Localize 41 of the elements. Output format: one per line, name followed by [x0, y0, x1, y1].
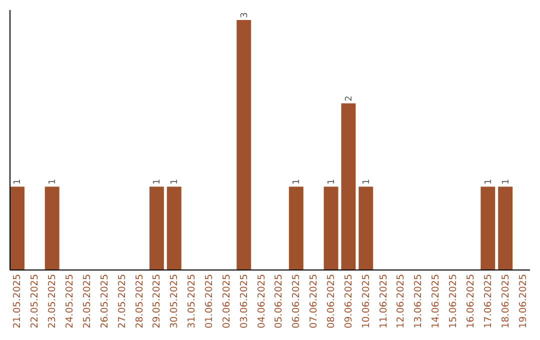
x-tick-label: 14.06.2025	[430, 274, 442, 328]
x-tick-label: 21.05.2025	[12, 274, 24, 328]
data-label: 1	[170, 178, 180, 185]
x-tick-label: 18.06.2025	[500, 274, 512, 328]
x-tick-label: 01.06.2025	[204, 274, 215, 328]
data-label: 1	[501, 178, 512, 185]
data-label: 1	[48, 178, 58, 185]
data-label: 1	[362, 178, 372, 185]
data-label: 1	[292, 178, 302, 185]
x-tick-label: 17.06.2025	[482, 274, 494, 328]
x-tick-label: 13.06.2025	[413, 274, 424, 328]
x-tick-label: 02.06.2025	[221, 274, 232, 328]
data-label: 1	[484, 178, 494, 185]
x-tick-label: 29.05.2025	[152, 274, 163, 328]
x-tick-label: 28.05.2025	[134, 274, 146, 328]
x-tick-label: 04.06.2025	[256, 274, 268, 328]
x-tick-label: 27.05.2025	[116, 274, 128, 328]
x-tick-label: 25.05.2025	[82, 274, 93, 328]
x-tick-label: 31.05.2025	[186, 274, 198, 328]
x-tick-label: 16.06.2025	[465, 274, 476, 328]
data-label: 3	[240, 12, 250, 18]
x-tick-label: 05.06.2025	[274, 274, 285, 328]
data-label: 1	[152, 178, 163, 185]
x-tick-label: 15.06.2025	[448, 274, 460, 328]
x-tick-label: 24.05.2025	[64, 274, 76, 328]
data-label: 1	[13, 178, 24, 185]
x-tick-label: 08.06.2025	[326, 274, 338, 328]
x-tick-label: 19.06.2025	[518, 274, 529, 328]
x-tick-label: 30.05.2025	[169, 274, 180, 328]
x-tick-label: 22.05.2025	[30, 274, 41, 328]
data-label: 1	[327, 178, 338, 185]
x-tick-label: 23.05.2025	[47, 274, 58, 328]
x-tick-label: 12.06.2025	[396, 274, 407, 328]
x-tick-label: 06.06.2025	[291, 274, 302, 328]
x-tick-label: 09.06.2025	[343, 274, 354, 328]
data-label: 2	[344, 96, 354, 102]
x-tick-label: 11.06.2025	[378, 274, 390, 328]
x-tick-label: 07.06.2025	[308, 274, 320, 328]
x-tick-label: 26.05.2025	[99, 274, 110, 328]
x-tick-label: 03.06.2025	[238, 274, 250, 328]
x-tick-label: 10.06.2025	[360, 274, 372, 328]
